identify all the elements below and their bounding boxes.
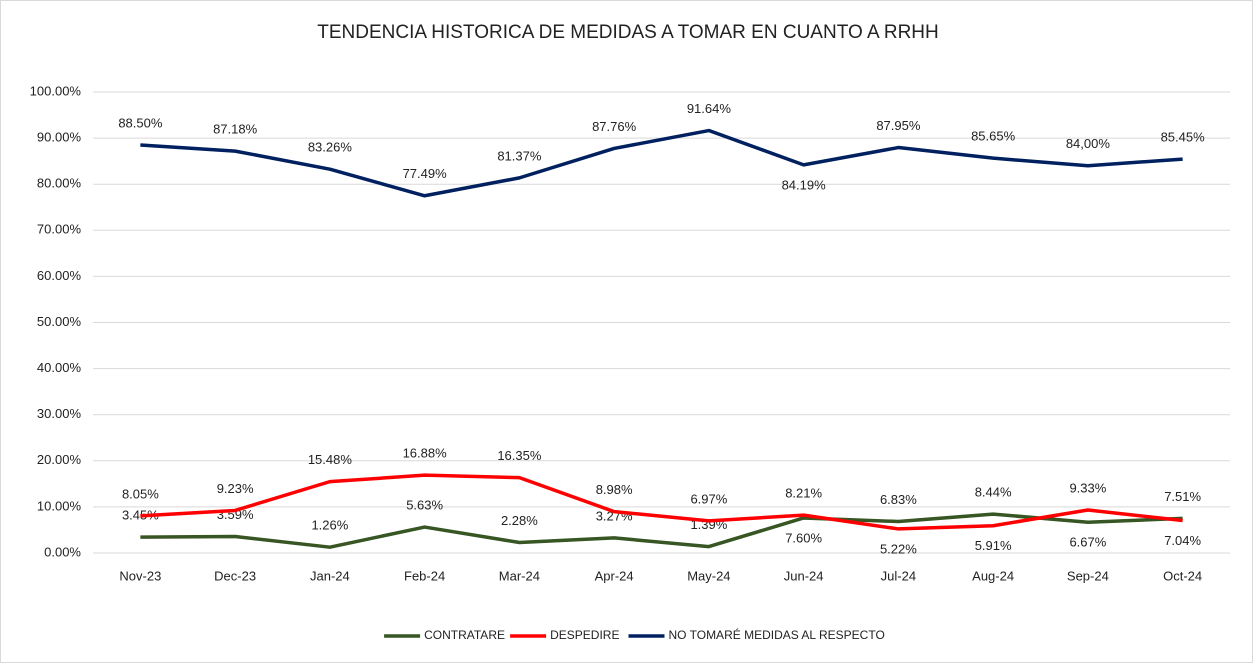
y-tick-label: 40.00% [37,360,82,375]
y-tick-label: 80.00% [37,176,82,191]
y-tick-label: 20.00% [37,452,82,467]
y-tick-label: 10.00% [37,498,82,513]
data-label: 84.19% [782,177,827,192]
data-label: 83.26% [308,140,353,155]
x-tick-label: Feb-24 [404,568,445,583]
data-label: 16.88% [403,446,448,461]
data-label: 7.60% [785,530,822,545]
legend-label: NO TOMARÉ MEDIDAS AL RESPECTO [669,627,885,642]
x-tick-label: Jan-24 [310,568,350,583]
data-label: 1.26% [311,518,348,533]
y-tick-label: 70.00% [37,222,82,237]
x-tick-label: Oct-24 [1163,568,1202,583]
y-tick-label: 100.00% [30,83,82,98]
x-tick-label: Nov-23 [119,568,161,583]
x-tick-label: Aug-24 [972,568,1014,583]
x-tick-label: Jul-24 [881,568,916,583]
y-tick-label: 90.00% [37,130,82,145]
data-label: 8.05% [122,486,159,501]
data-label: 81.37% [497,148,542,163]
data-label: 7.04% [1164,533,1201,548]
x-tick-label: Mar-24 [499,568,540,583]
data-label: 5.22% [880,541,917,556]
series-line [140,512,1183,549]
data-label: 8.21% [785,486,822,501]
data-label: 8.98% [596,482,633,497]
data-label: 91.64% [687,101,732,116]
data-label: 9.33% [1069,480,1106,495]
data-label: 5.91% [975,538,1012,553]
data-label: 85.45% [1161,130,1206,145]
y-tick-label: 60.00% [37,268,82,283]
y-tick-label: 50.00% [37,314,82,329]
data-label: 88.50% [118,115,163,130]
y-tick-label: 30.00% [37,406,82,421]
data-label: 7.51% [1164,489,1201,504]
data-label: 84,00% [1066,136,1111,151]
data-label: 6.97% [690,491,727,506]
chart-title: TENDENCIA HISTORICA DE MEDIDAS A TOMAR E… [317,22,939,43]
data-label: 8.44% [975,485,1012,500]
data-label: 87.95% [876,118,921,133]
x-tick-label: Sep-24 [1067,568,1109,583]
series-line [140,128,1183,198]
data-label: 16.35% [497,448,542,463]
data-label: 87.76% [592,119,637,134]
data-label: 9.23% [217,481,254,496]
y-tick-label: 0.00% [44,544,81,559]
data-label: 5.63% [406,497,443,512]
data-label: 87.18% [213,122,258,137]
x-tick-label: Apr-24 [595,568,634,583]
data-label: 77.49% [403,166,448,181]
x-tick-label: May-24 [687,568,730,583]
data-label: 15.48% [308,452,353,467]
data-label: 6.67% [1069,535,1106,550]
data-label: 2.28% [501,513,538,528]
x-tick-label: Dec-23 [214,568,256,583]
data-label: 85.65% [971,129,1016,144]
legend-label: CONTRATARE [424,628,505,642]
data-label: 6.83% [880,492,917,507]
series-line [140,473,1183,531]
legend-label: DESPEDIRE [550,628,619,642]
x-tick-label: Jun-24 [784,568,824,583]
